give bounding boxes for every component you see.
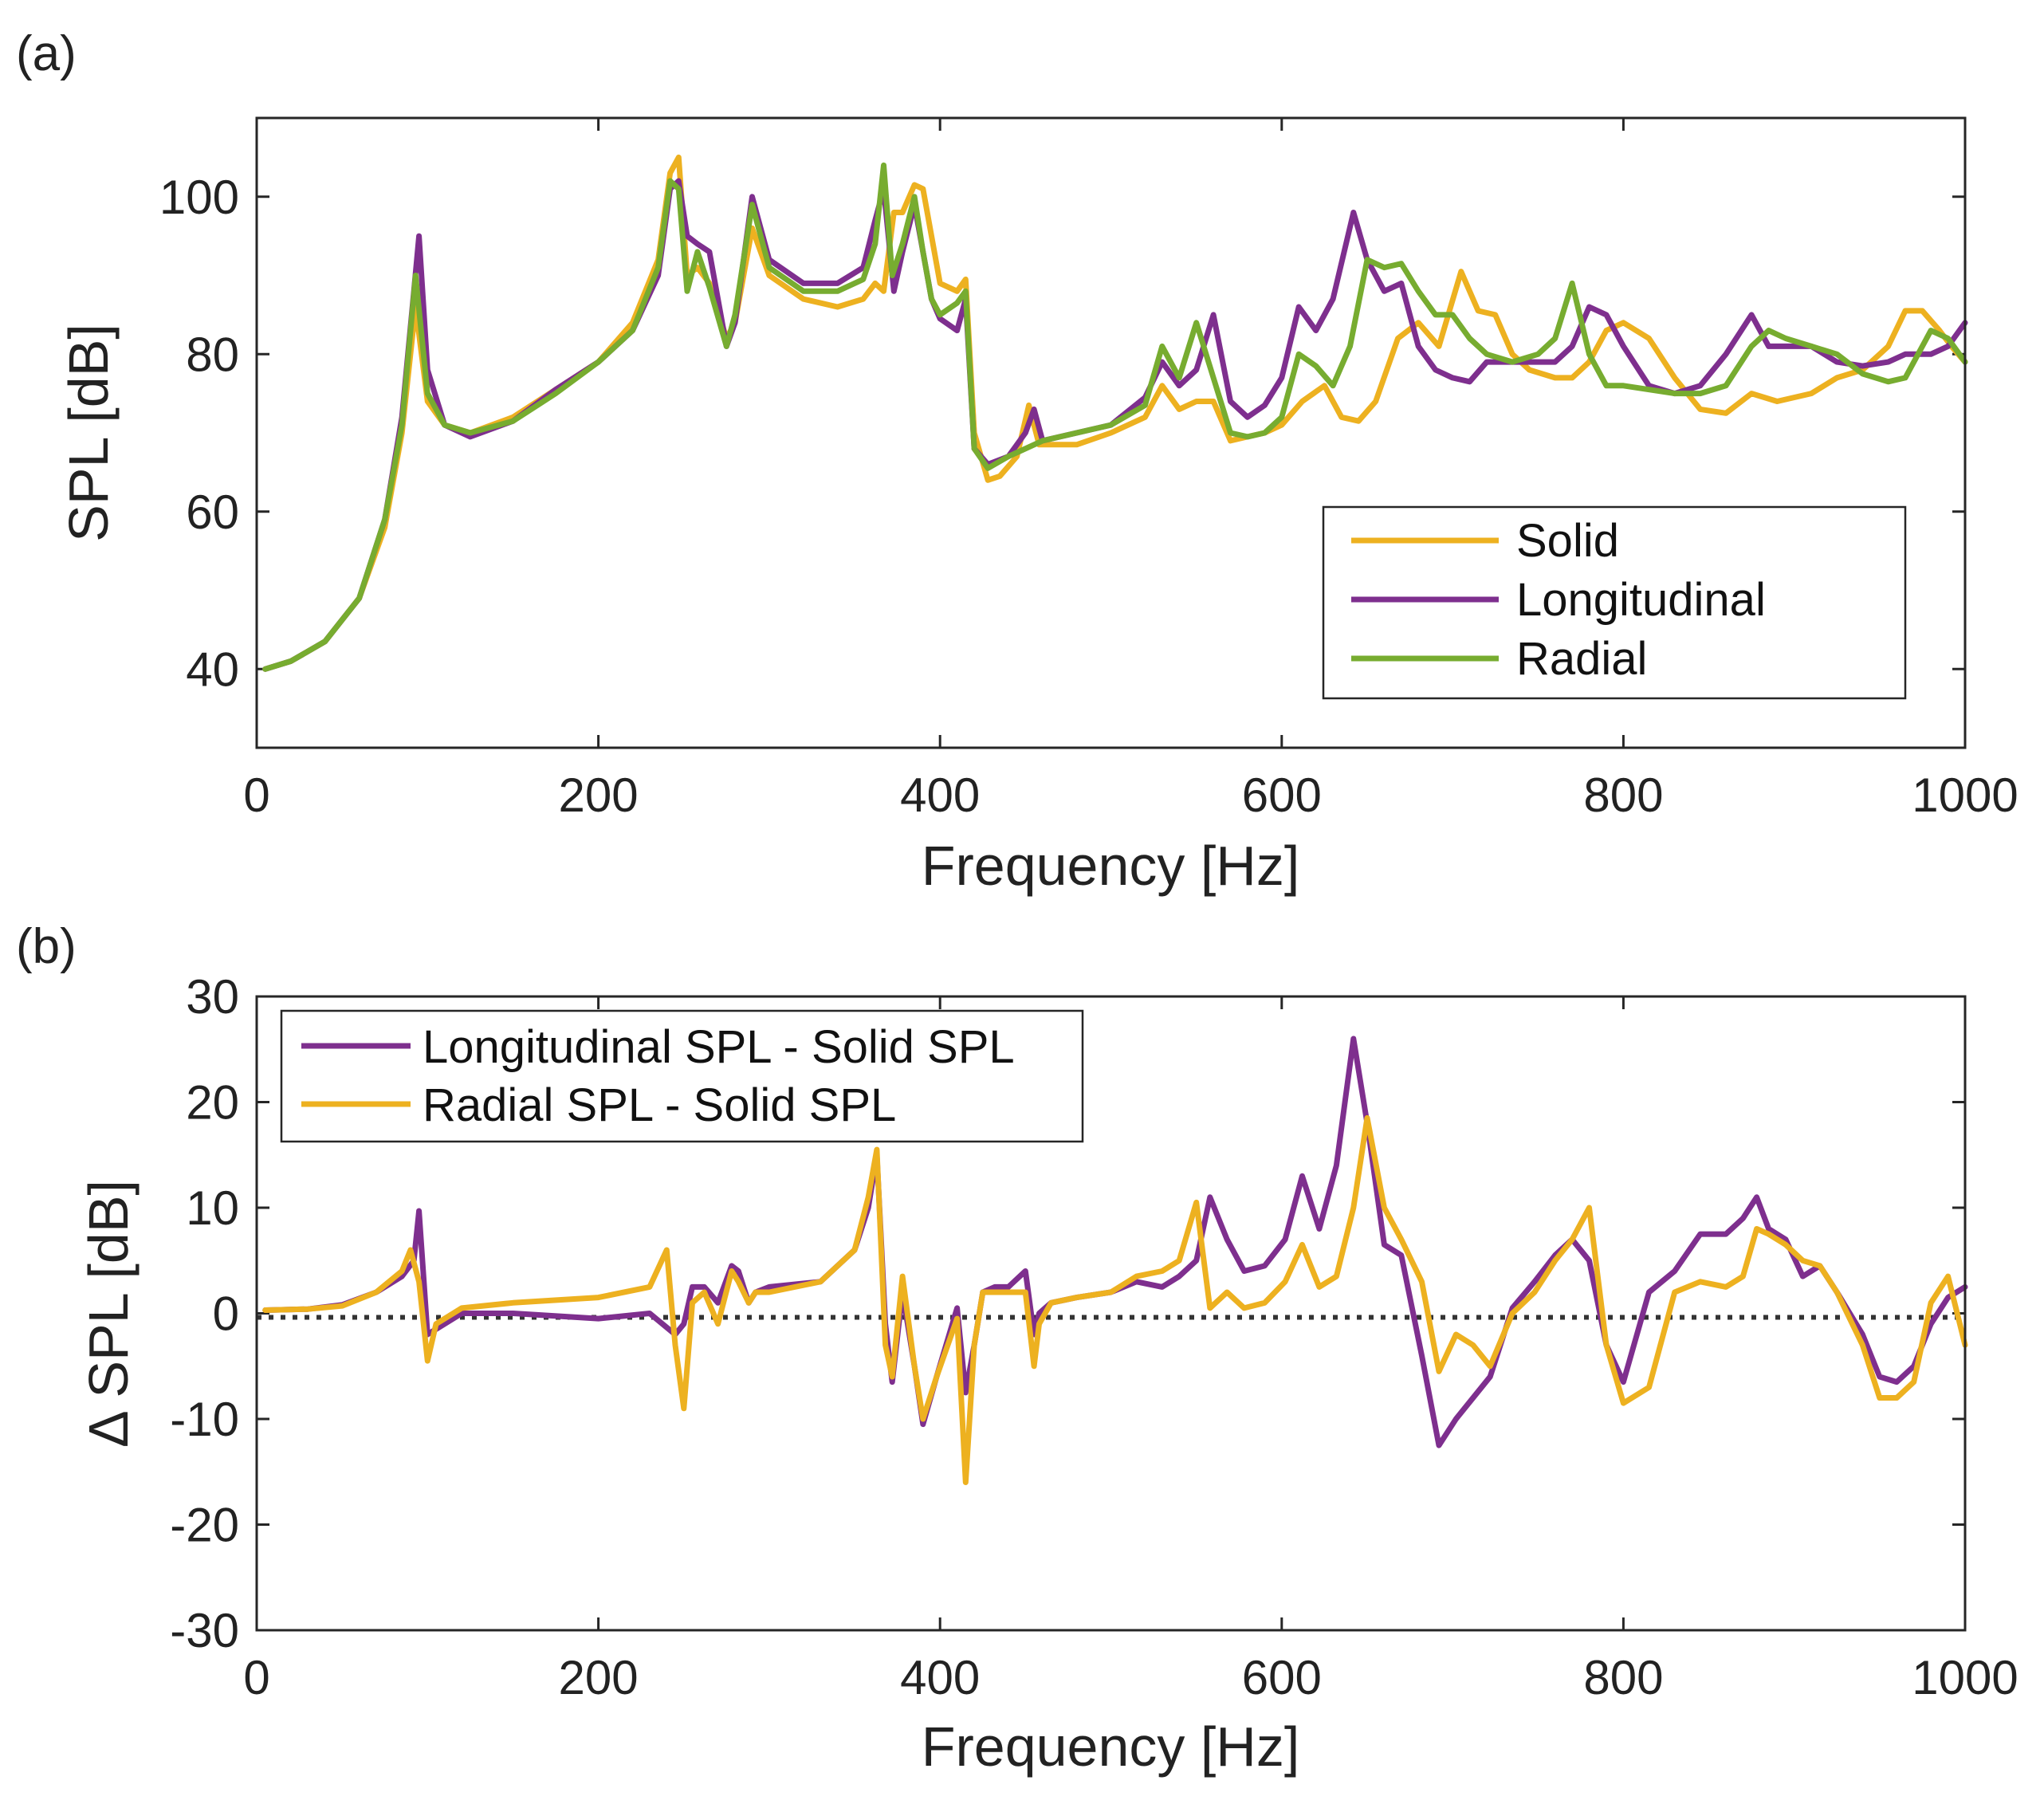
- panel-a-x-tick-label: 600: [1242, 768, 1322, 822]
- panel-a-axes-box: [255, 116, 1967, 749]
- panel-a-x-tick-label: 400: [900, 768, 980, 822]
- panel-b-y-tick-label: 20: [186, 1076, 239, 1130]
- panel-b-y-tick-label: 30: [186, 970, 239, 1024]
- panel-a-x-tick-label: 0: [243, 768, 269, 822]
- panel-a-x-tick-label: 1000: [1912, 768, 2018, 822]
- panel-b-y-tick-label: -10: [170, 1393, 239, 1446]
- panel-b-x-tick-label: 1000: [1912, 1651, 2018, 1704]
- panel-b-legend: Longitudinal SPL - Solid SPL Radial SPL …: [280, 1009, 1084, 1143]
- panel-a-x-tick-label: 800: [1583, 768, 1663, 822]
- panel-b-y-tick-label: 10: [186, 1181, 239, 1235]
- panel-a-legend: Solid Longitudinal Radial: [1322, 505, 1907, 700]
- panel-b-legend-box: [280, 1009, 1084, 1143]
- panel-b-series-longitudinal-spl-solid-spl: [262, 1036, 1968, 1448]
- panel-a-y-tick-label: 60: [186, 485, 239, 539]
- panel-b-label: (b): [16, 919, 77, 974]
- panel-a-x-tick-label: 200: [559, 768, 639, 822]
- panel-a-series: [262, 154, 1968, 672]
- panel-a-y-tick-label: 80: [186, 328, 239, 381]
- legend-label-longitudinal: Longitudinal: [1516, 574, 1766, 626]
- panel-b-x-tick-label: 0: [243, 1651, 269, 1704]
- panel-a-y-tick-labels: 40 60 80 100: [159, 171, 239, 697]
- panel-a-label: (a): [16, 26, 77, 81]
- panel-b-axes-box: [255, 995, 1967, 1632]
- panel-b-y-tick-label: -20: [170, 1499, 239, 1552]
- panel-b-x-tick-label: 800: [1583, 1651, 1663, 1704]
- panel-a-x-tick-labels: 0 200 400 600 800 1000: [243, 768, 2018, 822]
- panel-b-y-tick-label: -30: [170, 1604, 239, 1657]
- panel-b-series: [262, 1036, 1968, 1485]
- panel-b-x-tick-label: 400: [900, 1651, 980, 1704]
- panel-b: (b) 0 200 400 600 800 1000 -30 -20 -10 0 10 20 30 F…: [16, 919, 2018, 1778]
- legend-label-radial-minus-solid: Radial SPL - Solid SPL: [423, 1079, 896, 1131]
- panel-b-x-tick-label: 200: [559, 1651, 639, 1704]
- panel-a-series-radial: [262, 162, 1968, 672]
- legend-label-radial: Radial: [1516, 633, 1647, 685]
- panel-a-y-axis-label: SPL [dB]: [57, 324, 120, 542]
- panel-b-x-tick-labels: 0 200 400 600 800 1000: [243, 1651, 2018, 1704]
- panel-b-y-tick-label: 0: [213, 1287, 239, 1341]
- legend-label-solid: Solid: [1516, 515, 1619, 567]
- panel-b-series-radial-spl-solid-spl: [262, 1114, 1968, 1485]
- panel-a: (a) 0 200 400 600 800 1000 40 60 80 100 Frequenc…: [16, 26, 2018, 897]
- panel-a-x-axis-label: Frequency [Hz]: [922, 835, 1300, 897]
- panel-a-y-tick-label: 100: [159, 171, 239, 224]
- legend-label-longitudinal-minus-solid: Longitudinal SPL - Solid SPL: [423, 1021, 1015, 1073]
- panel-a-y-tick-label: 40: [186, 643, 239, 696]
- panel-b-x-axis-label: Frequency [Hz]: [922, 1716, 1300, 1778]
- panel-b-x-tick-label: 600: [1242, 1651, 1322, 1704]
- panel-b-y-axis-label: Δ SPL [dB]: [77, 1180, 140, 1448]
- panel-b-y-tick-labels: -30 -20 -10 0 10 20 30: [170, 970, 239, 1657]
